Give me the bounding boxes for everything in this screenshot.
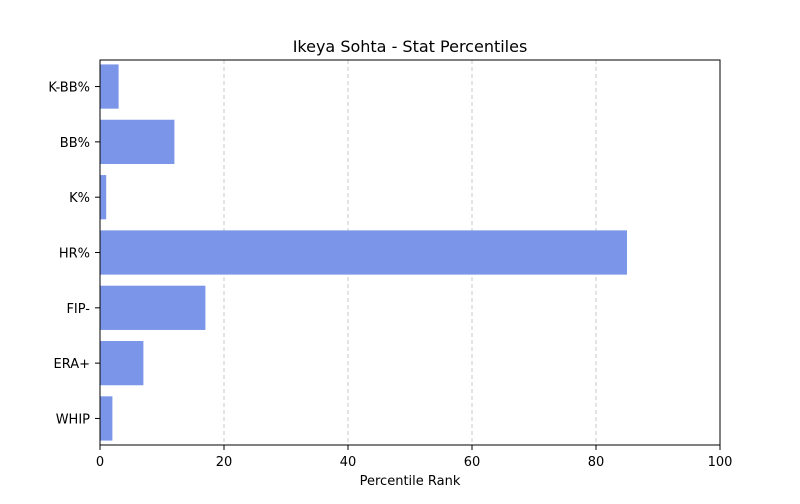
- y-tick-label: ERA+: [53, 357, 90, 372]
- x-axis-ticks: 0 20 40 60 80 100: [96, 445, 733, 470]
- x-axis-label: Percentile Rank: [360, 474, 461, 489]
- x-tick-label: 100: [708, 455, 733, 470]
- y-tick-label: FIP-: [66, 302, 90, 317]
- bars: [100, 64, 627, 441]
- y-tick-label: K%: [69, 191, 90, 206]
- bar: [100, 396, 113, 441]
- bar: [100, 230, 627, 275]
- y-axis-ticks: K-BB% BB% K% HR% FIP- ERA+ WHIP: [48, 81, 100, 427]
- chart-title: Ikeya Sohta - Stat Percentiles: [293, 37, 528, 56]
- y-tick-label: BB%: [60, 136, 90, 151]
- x-tick-label: 40: [340, 455, 357, 470]
- x-tick-label: 80: [588, 455, 605, 470]
- y-tick-label: K-BB%: [48, 81, 90, 96]
- bar: [100, 285, 206, 330]
- x-tick-label: 60: [464, 455, 481, 470]
- bar: [100, 341, 144, 386]
- bar: [100, 175, 107, 220]
- x-tick-label: 20: [216, 455, 233, 470]
- bar: [100, 119, 175, 164]
- y-tick-label: WHIP: [56, 412, 90, 427]
- x-tick-label: 0: [96, 455, 104, 470]
- y-tick-label: HR%: [59, 247, 90, 262]
- bar: [100, 64, 119, 109]
